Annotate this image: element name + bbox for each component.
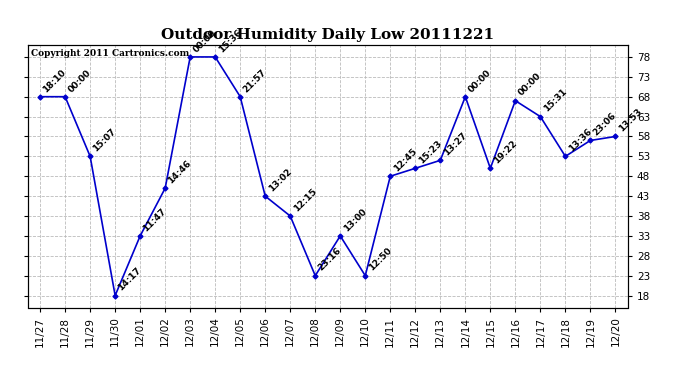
Text: 12:45: 12:45 [392,147,418,174]
Text: 15:23: 15:23 [417,139,443,165]
Text: 15:36: 15:36 [217,27,243,54]
Text: 13:36: 13:36 [566,127,593,154]
Text: 21:57: 21:57 [241,67,268,94]
Title: Outdoor Humidity Daily Low 20111221: Outdoor Humidity Daily Low 20111221 [161,28,494,42]
Text: 00:00: 00:00 [466,68,493,94]
Text: 13:53: 13:53 [617,107,643,134]
Text: 19:22: 19:22 [492,139,518,165]
Text: 15:31: 15:31 [542,87,569,114]
Text: 13:00: 13:00 [342,207,368,233]
Text: 00:00: 00:00 [517,72,543,98]
Text: 14:46: 14:46 [166,159,193,185]
Text: Copyright 2011 Cartronics.com: Copyright 2011 Cartronics.com [30,49,189,58]
Text: 13:27: 13:27 [442,131,469,158]
Text: 13:02: 13:02 [266,167,293,194]
Text: 23:06: 23:06 [592,111,618,138]
Text: 14:17: 14:17 [117,266,144,293]
Text: 15:07: 15:07 [92,127,118,154]
Text: 11:47: 11:47 [141,206,168,233]
Text: 00:00: 00:00 [192,28,218,54]
Text: 23:16: 23:16 [317,246,343,273]
Text: 12:15: 12:15 [292,187,318,213]
Text: 12:50: 12:50 [366,246,393,273]
Text: 18:10: 18:10 [41,68,68,94]
Text: 00:00: 00:00 [66,68,92,94]
